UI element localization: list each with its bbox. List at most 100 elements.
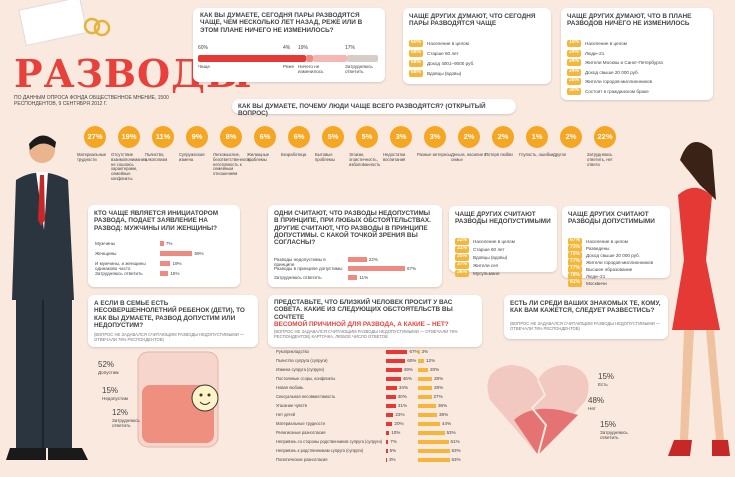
badge: 73% [568, 244, 582, 252]
bar-label: 15% [170, 271, 180, 276]
group-name: Вдовцы (вдовы) [427, 71, 462, 76]
yes-bar [386, 431, 390, 435]
no-label: 63% [451, 457, 461, 462]
group-name: Жители городов-миллионников [585, 79, 653, 84]
group-name: Люди–21 [585, 50, 605, 56]
badge: 37% [455, 261, 469, 269]
badge: 19% [567, 39, 581, 47]
bar [348, 275, 358, 280]
row-name: Рукоприкладство [276, 349, 309, 354]
badge: 78% [568, 272, 582, 280]
group-name: Жители городов-миллионников [586, 260, 654, 265]
yes-label: 10% [391, 430, 401, 435]
row-name: Неприязнь к родственникам супруга (супру… [276, 448, 364, 453]
pct: 15% [598, 372, 615, 381]
no-label: 44% [442, 421, 452, 426]
yes-bar [386, 377, 401, 381]
no-bar [418, 350, 420, 354]
trend-name: Ничего не изменилось [298, 64, 324, 75]
answer: Нет [588, 406, 596, 411]
no-bar [418, 395, 432, 399]
yes-label: 23% [395, 412, 405, 417]
bubble [268, 205, 442, 287]
yes-label: 31% [397, 403, 408, 408]
bar-label: 19% [172, 261, 182, 266]
question: КАК ВЫ ДУМАЕТЕ, ПОЧЕМУ ЛЮДИ ЧАЩЕ ВСЕГО Р… [238, 103, 486, 118]
yes-label: 7% [390, 439, 397, 444]
group-name: Население в целом [427, 41, 469, 46]
reason-circle: 3% [424, 126, 446, 148]
bar-label: 11% [359, 275, 369, 280]
yes-label: 20% [394, 421, 404, 426]
question: КАК ВЫ ДУМАЕТЕ, СЕГОДНЯ ПАРЫ РАЗВОДЯТСЯ … [200, 12, 363, 34]
bubble [88, 295, 258, 347]
yes-bar [386, 359, 406, 363]
yes-bar [386, 449, 388, 453]
bar-name: Мужчины [95, 241, 116, 246]
question: ОДНИ СЧИТАЮТ, ЧТО РАЗВОДЫ НЕДОПУСТИМЫ В … [274, 210, 431, 247]
pct: 52% [98, 360, 115, 369]
reason-circle: 5% [356, 126, 378, 148]
group-name: Доход свыше 20 000 руб. [585, 69, 639, 75]
reason-circle: 27% [84, 126, 106, 148]
no-label: 27% [433, 394, 443, 399]
bar [160, 261, 171, 266]
answer: Недопустим [102, 396, 128, 401]
no-label: 3% [421, 349, 429, 354]
trend-label: 17% [345, 45, 356, 51]
no-bar [418, 449, 450, 453]
note: (ВОПРОС НЕ ЗАДАВАЛСЯ СЧИТАЮЩИМ РАЗВОДЫ Н… [510, 321, 661, 331]
group-name: Люди–21 [586, 274, 606, 279]
yes-bar [386, 404, 396, 408]
badge: 35% [455, 253, 469, 261]
reason-name: Материальные трудности [77, 152, 107, 162]
trend-bar [306, 55, 314, 62]
bar-name: Затрудняюсь ответить [274, 275, 322, 280]
question: КТО ЧАЩЕ ЯВЛЯЕТСЯ ИНИЦИАТОРОМ РАЗВОДА, П… [94, 210, 219, 232]
reason-name: Легкомыслие, безответственность, неготов… [213, 152, 253, 177]
bar [160, 251, 193, 256]
no-label: 38% [439, 412, 449, 417]
yes-bar [386, 440, 389, 444]
reason-circle: 6% [254, 126, 276, 148]
yes-bar [386, 413, 394, 417]
bubble [561, 8, 713, 100]
group-name: Старше 60 лет [473, 247, 505, 252]
group-name: Доход 4001–9000 руб. [427, 61, 475, 66]
reason-name: Отсутствие взаимопонимания, не сошлись х… [111, 152, 148, 182]
reason-name: Пьянство, алкоголизм [145, 152, 168, 162]
title: РАЗВОДЫ [14, 51, 253, 96]
no-label: 63% [451, 448, 461, 453]
bar [160, 271, 169, 276]
question: ПРЕДСТАВЬТЕ, ЧТО БЛИЗКИЙ ЧЕЛОВЕК ПРОСИТ … [274, 299, 453, 321]
badge: 77% [568, 265, 582, 273]
bubble [504, 295, 668, 339]
group-name: Мусульмане [473, 271, 500, 276]
badge: 24% [567, 48, 581, 57]
badge: 36% [455, 269, 469, 277]
row-name: Постоянные ссоры, конфликты [276, 376, 336, 381]
reason-circle: 2% [492, 126, 514, 148]
group-name: Вдовцы (вдовы) [473, 255, 508, 260]
yes-label: 34% [398, 385, 409, 390]
reason-name: Бытовые проблемы [315, 152, 335, 162]
bar [348, 257, 367, 262]
reason-circle: 11% [152, 126, 174, 148]
badge: 26% [567, 77, 581, 85]
row-name: Неприязнь со стороны родственников супру… [276, 439, 383, 444]
bar [348, 266, 405, 271]
badge: 68% [409, 49, 423, 57]
bar-name: Разводы недопустимы в принципе [274, 257, 326, 268]
row-name: Нет детей [276, 412, 296, 417]
question: А ЕСЛИ В СЕМЬЕ ЕСТЬ НЕСОВЕРШЕННОЛЕТНИЙ Р… [94, 300, 245, 330]
answer: Допустим [98, 370, 119, 375]
reason-name: Недостатки воспитания [383, 152, 406, 162]
reason-circle: 9% [186, 126, 208, 148]
row-name: Измена супруга (супруги) [276, 367, 325, 372]
row-name: Сексуальная несовместимость [276, 394, 336, 399]
group-name: Жители сел [473, 263, 499, 268]
reason-circle: 2% [560, 126, 582, 148]
no-bar [418, 413, 437, 417]
trend-name: Реже [283, 64, 294, 69]
